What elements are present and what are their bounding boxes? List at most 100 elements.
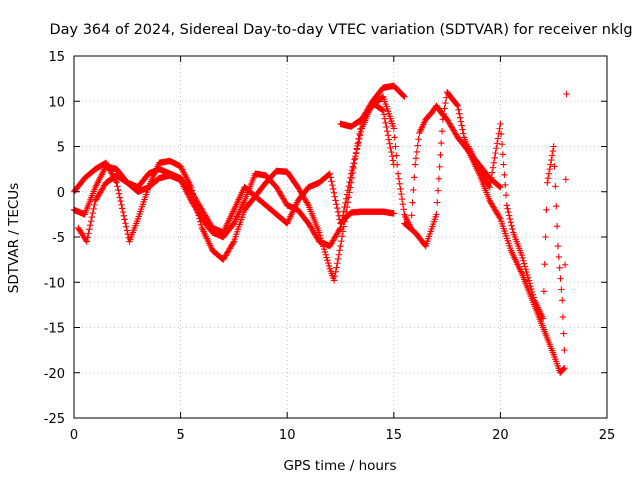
- data-point: [356, 130, 363, 138]
- data-point: [356, 125, 364, 133]
- data-point: [85, 230, 92, 237]
- data-point: [501, 181, 509, 189]
- data-point: [115, 190, 123, 197]
- data-point: [438, 128, 446, 135]
- data-point: [561, 261, 569, 268]
- data-point: [390, 125, 397, 132]
- data-point: [529, 291, 537, 298]
- data-point: [341, 218, 348, 225]
- data-point: [492, 149, 499, 157]
- data-point: [501, 171, 508, 178]
- data-point: [88, 213, 96, 221]
- data-point: [550, 143, 557, 150]
- data-point: [394, 161, 401, 168]
- data-point: [87, 222, 94, 229]
- data-point: [330, 189, 338, 196]
- data-point: [415, 136, 422, 143]
- data-point: [114, 183, 121, 190]
- data-point: [559, 313, 567, 321]
- data-point: [197, 221, 205, 229]
- data-point: [437, 151, 444, 159]
- data-point: [344, 198, 352, 206]
- data-points: [70, 82, 570, 376]
- data-point: [321, 248, 329, 256]
- data-point: [413, 148, 421, 156]
- data-point: [342, 213, 349, 221]
- data-point: [398, 195, 406, 203]
- data-point: [561, 346, 568, 354]
- data-point: [453, 101, 461, 108]
- data-point: [356, 132, 364, 139]
- data-point: [329, 185, 337, 193]
- data-point: [117, 197, 124, 205]
- data-point: [509, 225, 516, 233]
- data-point: [379, 106, 386, 113]
- data-point: [384, 127, 391, 135]
- series-track-a: [70, 157, 397, 263]
- data-point: [383, 123, 390, 131]
- data-point: [398, 190, 405, 198]
- data-point: [540, 288, 548, 295]
- data-point: [400, 92, 407, 100]
- y-tick-label: -5: [52, 231, 65, 246]
- data-point: [90, 205, 97, 213]
- data-point: [520, 257, 527, 264]
- data-point: [385, 136, 393, 143]
- x-tick-label: 10: [279, 428, 296, 443]
- data-point: [488, 174, 495, 181]
- data-point: [338, 237, 345, 245]
- data-point: [440, 110, 447, 118]
- data-point: [563, 90, 570, 98]
- series-track-c: [70, 82, 408, 284]
- data-point: [520, 260, 528, 267]
- data-point: [333, 201, 340, 208]
- data-point: [332, 197, 339, 204]
- data-point: [119, 205, 126, 212]
- data-point: [557, 275, 564, 282]
- data-point: [562, 176, 569, 183]
- data-point: [343, 203, 351, 211]
- data-point: [504, 205, 511, 212]
- data-point: [330, 277, 338, 284]
- data-point: [499, 151, 506, 158]
- data-point: [351, 160, 358, 167]
- data-point: [326, 170, 334, 177]
- y-tick-label: -10: [44, 276, 65, 291]
- data-point: [559, 297, 566, 304]
- data-point: [349, 163, 356, 170]
- data-point: [399, 200, 407, 208]
- data-point: [391, 134, 398, 141]
- x-tick-label: 0: [70, 428, 78, 443]
- data-point: [395, 175, 403, 182]
- data-point: [527, 283, 534, 290]
- data-point: [433, 211, 440, 218]
- data-point: [386, 140, 393, 147]
- data-point: [493, 145, 500, 152]
- data-point: [355, 135, 362, 143]
- data-point: [549, 147, 557, 155]
- data-point: [316, 232, 324, 239]
- data-point: [337, 242, 344, 250]
- data-point: [323, 254, 330, 261]
- data-point: [340, 223, 347, 230]
- data-point: [336, 226, 343, 233]
- data-point: [414, 142, 421, 149]
- data-point: [434, 199, 441, 206]
- data-point: [119, 208, 127, 216]
- data-point: [456, 110, 463, 117]
- data-point: [521, 263, 529, 270]
- data-point: [87, 217, 95, 225]
- data-point: [118, 201, 125, 208]
- x-tick-label: 20: [492, 428, 509, 443]
- data-point: [454, 102, 461, 109]
- data-point: [329, 181, 336, 189]
- data-point: [455, 106, 462, 113]
- data-point: [519, 254, 526, 262]
- data-point: [547, 161, 554, 168]
- data-point: [409, 199, 416, 206]
- data-point: [530, 294, 537, 301]
- data-point: [334, 255, 342, 263]
- data-point: [229, 239, 237, 247]
- data-point: [318, 237, 325, 245]
- data-point: [91, 201, 98, 209]
